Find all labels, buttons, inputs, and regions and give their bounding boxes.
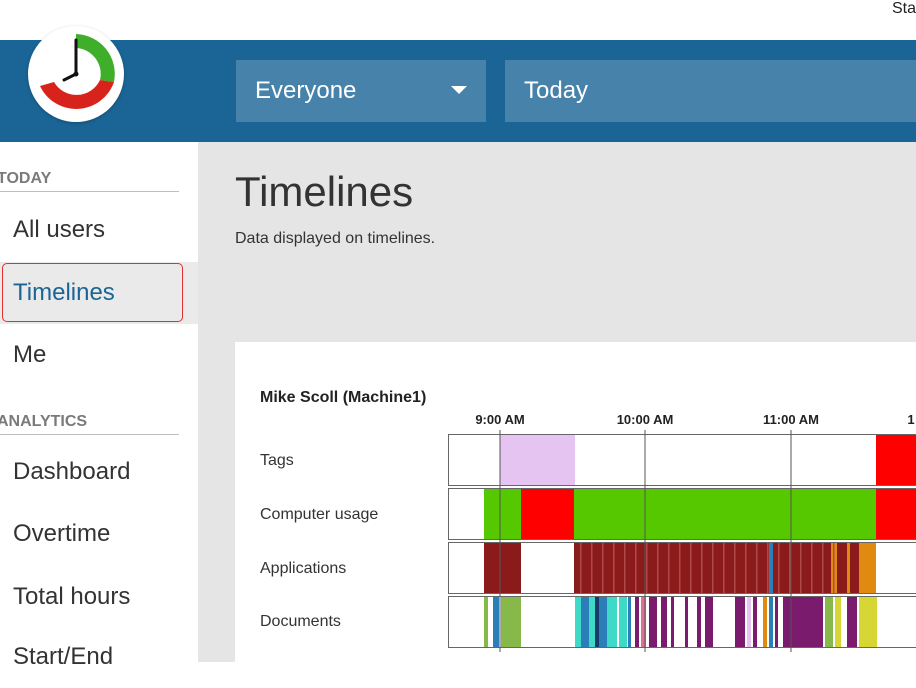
app-segment[interactable] (635, 543, 637, 593)
clock-logo-icon (28, 26, 124, 122)
doc-segment[interactable] (628, 597, 631, 647)
doc-segment[interactable] (484, 597, 488, 647)
page-subtitle: Data displayed on timelines. (235, 230, 435, 248)
sidebar: TODAY All users Timelines Me ANALYTICS D… (0, 142, 198, 662)
doc-segment[interactable] (825, 597, 833, 647)
doc-segment[interactable] (847, 597, 857, 647)
tag-segment[interactable] (500, 435, 575, 485)
user-filter-dropdown[interactable]: Everyone (236, 60, 486, 122)
doc-segment[interactable] (493, 597, 499, 647)
doc-segment[interactable] (735, 597, 745, 647)
app-segment[interactable] (800, 543, 802, 593)
doc-segment[interactable] (501, 597, 521, 647)
selection-highlight (2, 263, 183, 322)
app-segment[interactable] (701, 543, 703, 593)
date-filter-dropdown[interactable]: Today (505, 60, 916, 122)
app-segment[interactable] (789, 543, 791, 593)
app-segment[interactable] (690, 543, 692, 593)
doc-segment[interactable] (595, 597, 599, 647)
doc-segment[interactable] (661, 597, 667, 647)
sidebar-item-overtime[interactable]: Overtime (0, 503, 198, 565)
app-segment[interactable] (847, 543, 850, 593)
timeline-chart[interactable] (235, 342, 916, 662)
doc-segment[interactable] (649, 597, 657, 647)
app-segment[interactable] (833, 543, 835, 593)
doc-segment[interactable] (671, 597, 674, 647)
usage-segment[interactable] (484, 489, 521, 539)
app-segment[interactable] (811, 543, 813, 593)
header-bar: Everyone Today (0, 40, 916, 142)
top-right-text: Sta (892, 0, 916, 18)
app-segment[interactable] (859, 543, 876, 593)
app-segment[interactable] (723, 543, 725, 593)
sidebar-item-total-hours[interactable]: Total hours (0, 566, 198, 628)
sidebar-item-me[interactable]: Me (0, 324, 198, 386)
doc-segment[interactable] (835, 597, 841, 647)
app-segment[interactable] (613, 543, 615, 593)
doc-segment[interactable] (769, 597, 773, 647)
user-filter-value: Everyone (255, 77, 356, 104)
doc-segment[interactable] (697, 597, 701, 647)
doc-segment[interactable] (599, 597, 607, 647)
date-filter-value: Today (524, 77, 588, 104)
app-segment[interactable] (591, 543, 593, 593)
app-segment[interactable] (767, 543, 769, 593)
app-segment[interactable] (822, 543, 824, 593)
sidebar-item-start-end[interactable]: Start/End (0, 626, 198, 688)
sidebar-item-all-users[interactable]: All users (0, 199, 198, 261)
sidebar-item-dashboard[interactable]: Dashboard (0, 441, 198, 503)
app-segment[interactable] (602, 543, 604, 593)
doc-segment[interactable] (575, 597, 581, 647)
app-segment[interactable] (756, 543, 758, 593)
doc-segment[interactable] (775, 597, 778, 647)
usage-segment[interactable] (574, 489, 876, 539)
usage-segment[interactable] (521, 489, 574, 539)
app-segment[interactable] (745, 543, 747, 593)
top-bar: Sta (0, 0, 916, 40)
app-segment[interactable] (679, 543, 681, 593)
doc-segment[interactable] (859, 597, 877, 647)
timeline-card: Mike Scoll (Machine1) 9:00 AM 10:00 AM 1… (235, 342, 916, 662)
doc-segment[interactable] (747, 597, 751, 647)
sidebar-section-today: TODAY (0, 170, 179, 192)
app-segment[interactable] (778, 543, 780, 593)
app-segment[interactable] (484, 543, 521, 593)
doc-segment[interactable] (635, 597, 639, 647)
doc-segment[interactable] (589, 597, 595, 647)
usage-segment[interactable] (876, 489, 916, 539)
main-content: Timelines Data displayed on timelines. M… (198, 142, 916, 662)
app-segment[interactable] (574, 543, 876, 593)
app-segment[interactable] (657, 543, 659, 593)
app-segment[interactable] (668, 543, 670, 593)
chevron-down-icon (451, 86, 467, 94)
sidebar-section-analytics: ANALYTICS (0, 413, 179, 435)
app-segment[interactable] (646, 543, 648, 593)
app-segment[interactable] (580, 543, 582, 593)
app-segment[interactable] (624, 543, 626, 593)
app-segment[interactable] (769, 543, 773, 593)
tag-segment[interactable] (876, 435, 916, 485)
doc-segment[interactable] (783, 597, 823, 647)
doc-segment[interactable] (763, 597, 767, 647)
doc-segment[interactable] (619, 597, 627, 647)
doc-segment[interactable] (705, 597, 713, 647)
doc-segment[interactable] (607, 597, 617, 647)
app-segment[interactable] (734, 543, 736, 593)
app-segment[interactable] (712, 543, 714, 593)
doc-segment[interactable] (581, 597, 589, 647)
doc-segment[interactable] (685, 597, 688, 647)
page-title: Timelines (235, 168, 413, 216)
doc-segment[interactable] (753, 597, 757, 647)
app-logo[interactable] (28, 26, 124, 122)
